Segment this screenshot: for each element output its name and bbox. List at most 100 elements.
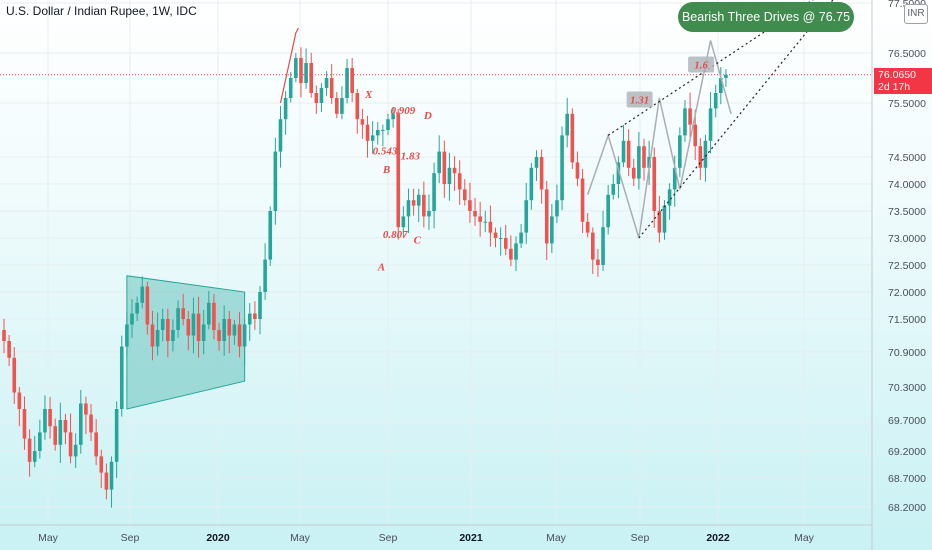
pattern-label: B xyxy=(382,164,390,176)
pattern-label: 0.909 xyxy=(391,105,416,117)
candle-body xyxy=(611,184,616,195)
candle-body xyxy=(84,403,88,415)
candle-body xyxy=(575,162,580,179)
pattern-label: 0.543 xyxy=(373,145,398,157)
candle-body xyxy=(278,119,283,152)
y-tick-label: 68.7000 xyxy=(888,473,926,485)
pattern-label: 0.807 xyxy=(383,229,408,241)
x-tick-label: 2020 xyxy=(206,532,230,544)
x-tick-label: 2021 xyxy=(459,532,483,544)
x-tick-label: May xyxy=(38,532,59,544)
candle-body xyxy=(452,167,457,174)
candle-body xyxy=(678,135,682,168)
candle-body xyxy=(253,313,257,319)
candle-body xyxy=(309,63,313,93)
y-tick-label: 72.0000 xyxy=(888,287,926,299)
candle-body xyxy=(109,461,114,490)
candle-body xyxy=(447,167,452,184)
candle-body xyxy=(555,200,559,217)
candle-body xyxy=(201,324,206,341)
candle-body xyxy=(483,221,488,223)
candle-body xyxy=(7,341,11,358)
candle-body xyxy=(38,432,42,451)
candle-body xyxy=(401,216,406,228)
candle-body xyxy=(386,119,390,130)
candle-body xyxy=(652,157,657,211)
candle-body xyxy=(350,68,354,93)
candle-body xyxy=(288,78,293,98)
candle-body xyxy=(335,98,339,114)
candle-body xyxy=(135,302,139,314)
candle-body xyxy=(324,78,329,88)
candle-body xyxy=(514,243,518,260)
candle-body xyxy=(591,232,595,260)
candle-body xyxy=(268,211,273,260)
candle-body xyxy=(498,238,503,239)
candle-body xyxy=(570,113,575,163)
candle-body xyxy=(396,113,401,228)
candle-body xyxy=(713,93,718,109)
y-tick-label: 74.5000 xyxy=(888,152,926,164)
candle-body xyxy=(12,357,17,393)
candle-body xyxy=(672,167,677,190)
consolidation-box xyxy=(126,275,246,410)
candle-body xyxy=(708,108,713,141)
candle-body xyxy=(642,146,646,168)
candle-body xyxy=(360,119,365,125)
candle-body xyxy=(631,167,636,179)
candle-body xyxy=(196,313,201,341)
x-tick-label: May xyxy=(290,532,311,544)
candle-body xyxy=(53,426,57,445)
x-tick-label: Sep xyxy=(121,532,140,544)
candle-body xyxy=(580,178,585,222)
candle-body xyxy=(207,302,211,325)
candle-body xyxy=(478,216,482,222)
candle-body xyxy=(468,200,472,211)
candle-body xyxy=(258,292,262,319)
candle-body xyxy=(524,200,529,233)
pattern-label: D xyxy=(423,110,432,122)
candle-body xyxy=(422,194,426,217)
candle-body xyxy=(329,78,334,98)
candle-body xyxy=(186,319,191,336)
candle-body xyxy=(565,113,569,136)
candle-body xyxy=(375,130,380,136)
candle-body xyxy=(365,124,370,141)
y-tick-label: 70.3000 xyxy=(888,382,926,394)
currency-badge[interactable]: INR xyxy=(904,4,928,24)
candle-body xyxy=(114,409,119,462)
candle-body xyxy=(17,392,22,409)
candle-body xyxy=(160,319,165,330)
ratio-label: 1.31 xyxy=(630,95,649,107)
candle-body xyxy=(693,124,697,147)
candle-body xyxy=(155,330,160,347)
candle-body xyxy=(166,319,170,341)
candle-body xyxy=(125,324,129,347)
candle-body xyxy=(345,68,349,98)
candle-body xyxy=(391,113,395,120)
candle-body xyxy=(94,432,98,457)
candle-body xyxy=(473,211,477,217)
candle-body xyxy=(2,330,6,341)
y-tick-label: 76.5000 xyxy=(888,48,926,60)
x-tick-label: 2022 xyxy=(706,532,730,544)
candle-body xyxy=(647,157,651,168)
chart-title: U.S. Dollar / Indian Rupee, 1W, IDC xyxy=(6,4,197,18)
candle-body xyxy=(247,313,252,325)
candle-body xyxy=(457,173,462,190)
x-tick-label: Sep xyxy=(631,532,650,544)
candle-body xyxy=(263,259,267,292)
candle-body xyxy=(43,409,47,433)
candle-body xyxy=(140,286,145,303)
candle-body xyxy=(130,313,134,325)
candle-body xyxy=(171,330,175,341)
candle-body xyxy=(427,211,431,217)
candle-body xyxy=(232,324,237,336)
candle-body xyxy=(79,403,83,445)
y-tick-label: 75.5000 xyxy=(888,98,926,110)
candle-body xyxy=(104,472,109,490)
candle-body xyxy=(340,98,344,114)
candle-body xyxy=(534,157,539,168)
